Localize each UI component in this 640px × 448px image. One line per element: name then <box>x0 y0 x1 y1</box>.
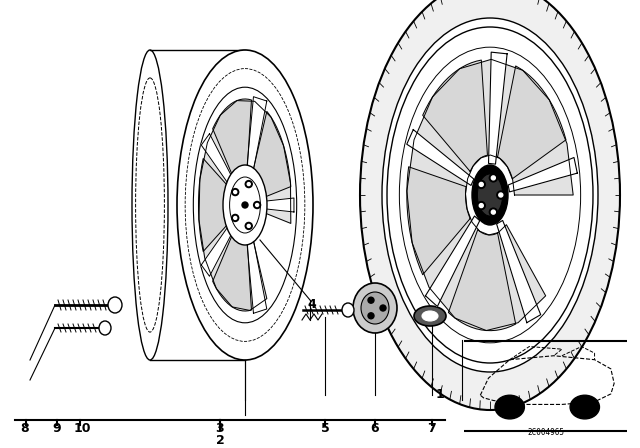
Ellipse shape <box>361 292 389 324</box>
Text: 7: 7 <box>428 422 436 435</box>
Circle shape <box>247 183 250 185</box>
Text: 6: 6 <box>371 422 380 435</box>
Circle shape <box>479 203 483 207</box>
Circle shape <box>380 305 386 311</box>
Text: 2: 2 <box>216 434 225 447</box>
Polygon shape <box>508 158 577 192</box>
Circle shape <box>368 313 374 319</box>
Text: 3: 3 <box>216 422 224 435</box>
Circle shape <box>477 202 485 210</box>
Polygon shape <box>497 220 541 323</box>
Circle shape <box>570 395 600 419</box>
Ellipse shape <box>177 50 313 360</box>
Circle shape <box>245 222 252 229</box>
Circle shape <box>499 193 503 197</box>
Text: 8: 8 <box>20 422 29 435</box>
Polygon shape <box>497 66 566 179</box>
Circle shape <box>495 395 524 419</box>
Circle shape <box>477 181 485 189</box>
Ellipse shape <box>353 283 397 333</box>
Text: 5: 5 <box>321 422 330 435</box>
Circle shape <box>490 174 497 182</box>
Polygon shape <box>407 129 474 185</box>
Ellipse shape <box>472 165 508 225</box>
Text: 1: 1 <box>436 388 444 401</box>
Polygon shape <box>201 134 237 191</box>
Polygon shape <box>198 159 232 251</box>
Circle shape <box>234 216 237 220</box>
Circle shape <box>234 190 237 194</box>
Polygon shape <box>407 59 573 331</box>
Polygon shape <box>252 112 291 199</box>
Circle shape <box>492 210 495 214</box>
Circle shape <box>479 182 483 186</box>
Polygon shape <box>212 229 252 311</box>
Ellipse shape <box>477 174 502 216</box>
Polygon shape <box>199 101 291 310</box>
Ellipse shape <box>99 321 111 335</box>
Polygon shape <box>246 97 267 179</box>
Polygon shape <box>246 231 267 313</box>
Polygon shape <box>201 219 237 276</box>
Circle shape <box>245 181 252 188</box>
Ellipse shape <box>108 297 122 313</box>
Circle shape <box>232 189 239 196</box>
Text: 9: 9 <box>52 422 61 435</box>
Polygon shape <box>422 60 488 172</box>
Polygon shape <box>449 230 516 331</box>
Ellipse shape <box>230 177 260 233</box>
Circle shape <box>242 202 248 208</box>
Text: 2C004965: 2C004965 <box>527 428 564 437</box>
Circle shape <box>247 224 250 228</box>
Circle shape <box>253 202 260 208</box>
Ellipse shape <box>414 306 446 326</box>
Ellipse shape <box>382 18 598 372</box>
Ellipse shape <box>360 0 620 410</box>
Ellipse shape <box>223 165 267 245</box>
Ellipse shape <box>342 303 354 317</box>
Ellipse shape <box>132 50 168 360</box>
Polygon shape <box>488 52 507 164</box>
Polygon shape <box>257 198 294 212</box>
Circle shape <box>232 215 239 221</box>
Ellipse shape <box>422 311 438 321</box>
Ellipse shape <box>387 27 593 363</box>
Polygon shape <box>212 99 252 181</box>
Circle shape <box>492 176 495 180</box>
Polygon shape <box>407 167 470 275</box>
Circle shape <box>368 297 374 303</box>
Polygon shape <box>426 216 480 306</box>
Circle shape <box>255 203 259 207</box>
Circle shape <box>497 191 505 199</box>
Text: 10: 10 <box>73 422 91 435</box>
Circle shape <box>490 208 497 216</box>
Text: 4: 4 <box>308 298 316 311</box>
Ellipse shape <box>193 87 297 323</box>
